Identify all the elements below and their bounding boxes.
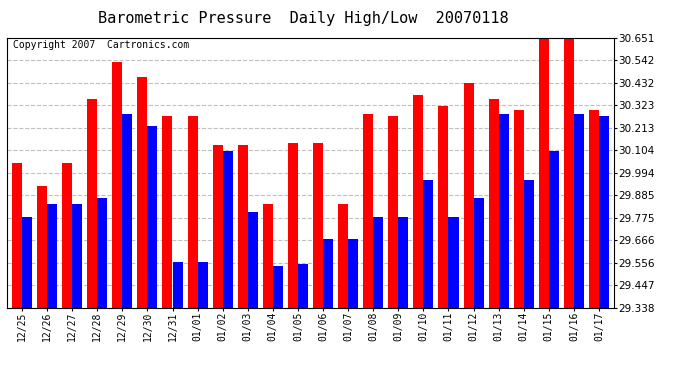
- Bar: [223, 151, 233, 308]
- Bar: [112, 62, 122, 308]
- Bar: [464, 83, 473, 308]
- Bar: [87, 99, 97, 308]
- Bar: [273, 266, 283, 308]
- Bar: [388, 116, 398, 308]
- Bar: [298, 264, 308, 308]
- Bar: [424, 180, 433, 308]
- Bar: [162, 116, 172, 308]
- Bar: [473, 198, 484, 308]
- Bar: [373, 217, 383, 308]
- Bar: [288, 142, 298, 308]
- Bar: [438, 106, 449, 308]
- Bar: [12, 163, 22, 308]
- Bar: [499, 114, 509, 308]
- Bar: [62, 163, 72, 308]
- Bar: [97, 198, 107, 308]
- Bar: [514, 110, 524, 308]
- Bar: [589, 110, 599, 308]
- Bar: [363, 114, 373, 308]
- Bar: [489, 99, 499, 308]
- Bar: [564, 38, 574, 308]
- Bar: [539, 38, 549, 308]
- Bar: [148, 126, 157, 308]
- Bar: [72, 204, 82, 308]
- Bar: [188, 116, 197, 308]
- Bar: [263, 204, 273, 308]
- Bar: [122, 114, 132, 308]
- Bar: [22, 217, 32, 308]
- Bar: [338, 204, 348, 308]
- Bar: [348, 239, 358, 308]
- Bar: [248, 213, 258, 308]
- Bar: [137, 77, 148, 308]
- Bar: [313, 142, 323, 308]
- Bar: [413, 95, 424, 308]
- Bar: [172, 262, 183, 308]
- Bar: [323, 239, 333, 308]
- Bar: [197, 262, 208, 308]
- Bar: [524, 180, 534, 308]
- Bar: [47, 204, 57, 308]
- Bar: [599, 116, 609, 308]
- Bar: [574, 114, 584, 308]
- Text: Copyright 2007  Cartronics.com: Copyright 2007 Cartronics.com: [13, 40, 189, 50]
- Bar: [398, 217, 408, 308]
- Bar: [238, 145, 248, 308]
- Bar: [37, 186, 47, 308]
- Bar: [549, 151, 559, 308]
- Bar: [213, 145, 223, 308]
- Text: Barometric Pressure  Daily High/Low  20070118: Barometric Pressure Daily High/Low 20070…: [98, 11, 509, 26]
- Bar: [448, 217, 459, 308]
